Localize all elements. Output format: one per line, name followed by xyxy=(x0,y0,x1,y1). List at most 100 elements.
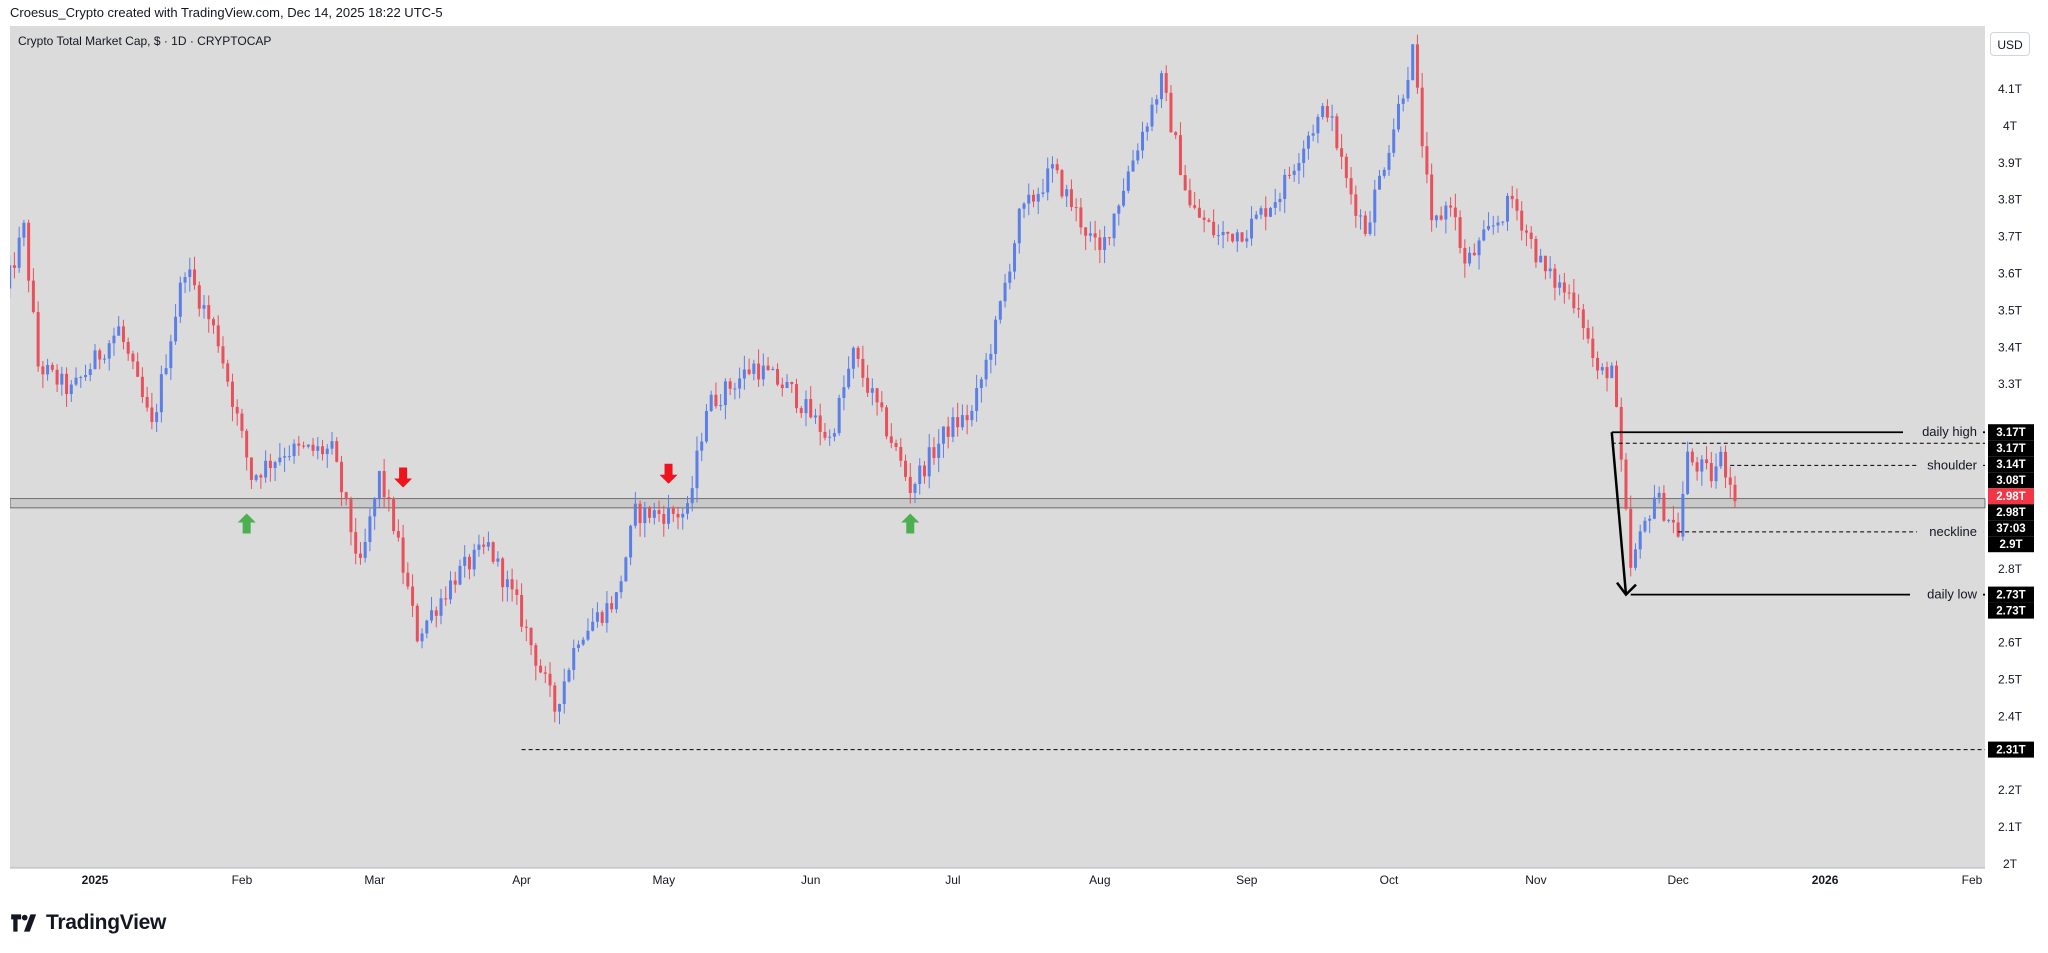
candle-body xyxy=(254,475,258,480)
candle-body xyxy=(662,513,666,524)
candle-body xyxy=(396,531,400,538)
candle-body xyxy=(1591,338,1595,358)
y-tick-label: 2.1T xyxy=(1998,820,2023,834)
candle-body xyxy=(164,368,168,375)
candle-body xyxy=(1349,178,1353,195)
candle-body xyxy=(1103,237,1107,250)
candle-body xyxy=(121,326,125,342)
price-tag-text: 2.9T xyxy=(1999,539,2022,551)
price-tag-text: 3.14T xyxy=(1996,459,2025,471)
candle-body xyxy=(1088,233,1092,236)
candle-body xyxy=(1411,44,1415,80)
candle-body xyxy=(283,456,287,458)
candle-body xyxy=(268,460,272,468)
candle-body xyxy=(946,426,950,437)
price-tag-text: 2.31T xyxy=(1996,745,2025,757)
candle-body xyxy=(629,525,633,558)
candle-body xyxy=(501,558,505,588)
candle-body xyxy=(543,672,547,674)
candle-body xyxy=(297,443,301,446)
candle-body xyxy=(98,350,102,360)
candle-body xyxy=(344,492,348,500)
candle-body xyxy=(515,589,519,595)
candle-body xyxy=(458,565,462,585)
candle-body xyxy=(10,265,12,289)
candle-body xyxy=(776,368,780,385)
candle-body xyxy=(1472,252,1476,256)
candle-body xyxy=(567,669,571,682)
candle-body xyxy=(913,483,917,493)
x-tick-label: 2025 xyxy=(82,873,109,887)
candle-body xyxy=(439,598,443,616)
candle-body xyxy=(1657,492,1661,498)
candle-body xyxy=(1264,208,1268,217)
candle-body xyxy=(22,222,26,238)
candle-body xyxy=(249,457,253,480)
candle-body xyxy=(259,475,263,478)
candle-body xyxy=(240,413,244,431)
level-label-bg xyxy=(1903,423,1983,441)
candle-body xyxy=(690,488,694,504)
candle-body xyxy=(1430,174,1434,221)
candle-body xyxy=(714,394,718,407)
candle-body xyxy=(619,581,623,593)
candle-body xyxy=(174,316,178,342)
candle-body xyxy=(1633,549,1637,568)
candle-body xyxy=(534,645,538,666)
candle-body xyxy=(41,366,45,375)
y-tick-label: 2.2T xyxy=(1998,783,2023,797)
y-tick-label: 2.8T xyxy=(1998,562,2023,576)
candle-body xyxy=(1543,255,1547,272)
candle-body xyxy=(193,269,197,286)
candle-body xyxy=(292,443,296,457)
chart-frame[interactable]: daily high shoulder neckline daily low 2T 2.… xyxy=(10,26,2038,894)
candle-body xyxy=(1278,198,1282,203)
candle-body xyxy=(60,373,64,385)
candle-body xyxy=(55,369,59,385)
chart-svg[interactable]: daily high shoulder neckline daily low 2T 2.… xyxy=(10,26,2038,894)
x-tick-label: Apr xyxy=(512,873,531,887)
y-tick-label: 3.9T xyxy=(1998,156,2023,170)
candle-body xyxy=(1491,225,1495,227)
candle-body xyxy=(1444,205,1448,220)
candle-body xyxy=(1468,252,1472,264)
candle-body xyxy=(723,381,727,406)
candle-body xyxy=(1615,365,1619,407)
tradingview-logo-icon xyxy=(11,914,37,932)
currency-button[interactable]: USD xyxy=(1990,32,2030,56)
candle-body xyxy=(1183,175,1187,191)
down-arrow-icon xyxy=(394,467,413,488)
candle-body xyxy=(1174,132,1178,136)
candle-body xyxy=(1193,205,1197,208)
x-tick-label: Feb xyxy=(1962,873,1983,887)
candle-body xyxy=(1368,222,1372,234)
candle-body xyxy=(84,375,88,378)
symbol-title[interactable]: Crypto Total Market Cap, $ · 1D · CRYPTO… xyxy=(18,34,272,48)
candle-body xyxy=(818,415,822,432)
trend-drawings xyxy=(1610,432,1637,597)
candle-body xyxy=(287,456,291,458)
candle-body xyxy=(211,319,215,326)
candle-body xyxy=(273,462,277,468)
candle-body xyxy=(178,282,182,317)
candle-body xyxy=(1505,195,1509,222)
candle-body xyxy=(1562,282,1566,293)
candle-body xyxy=(1477,240,1481,256)
candle-body xyxy=(159,374,163,413)
candle-body xyxy=(131,353,135,362)
candle-body xyxy=(415,605,419,642)
candle-body xyxy=(595,612,599,622)
level-label-bg xyxy=(1910,585,1983,603)
candle-body xyxy=(704,410,708,442)
candle-body xyxy=(1287,174,1291,176)
price-tag-text: 2.73T xyxy=(1996,606,2025,618)
candle-body xyxy=(145,396,149,408)
candle-body xyxy=(1425,146,1429,175)
candle-body xyxy=(46,364,50,375)
candle-body xyxy=(1515,199,1519,211)
candle-body xyxy=(1036,193,1040,202)
candle-body xyxy=(586,630,590,640)
candle-body xyxy=(1283,174,1287,199)
candle-body xyxy=(325,448,329,455)
price-tags: 3.17T 3.17T 3.14T 3.08T 2.98T 2.98T 37:03 2.9T 2… xyxy=(1988,424,2034,758)
